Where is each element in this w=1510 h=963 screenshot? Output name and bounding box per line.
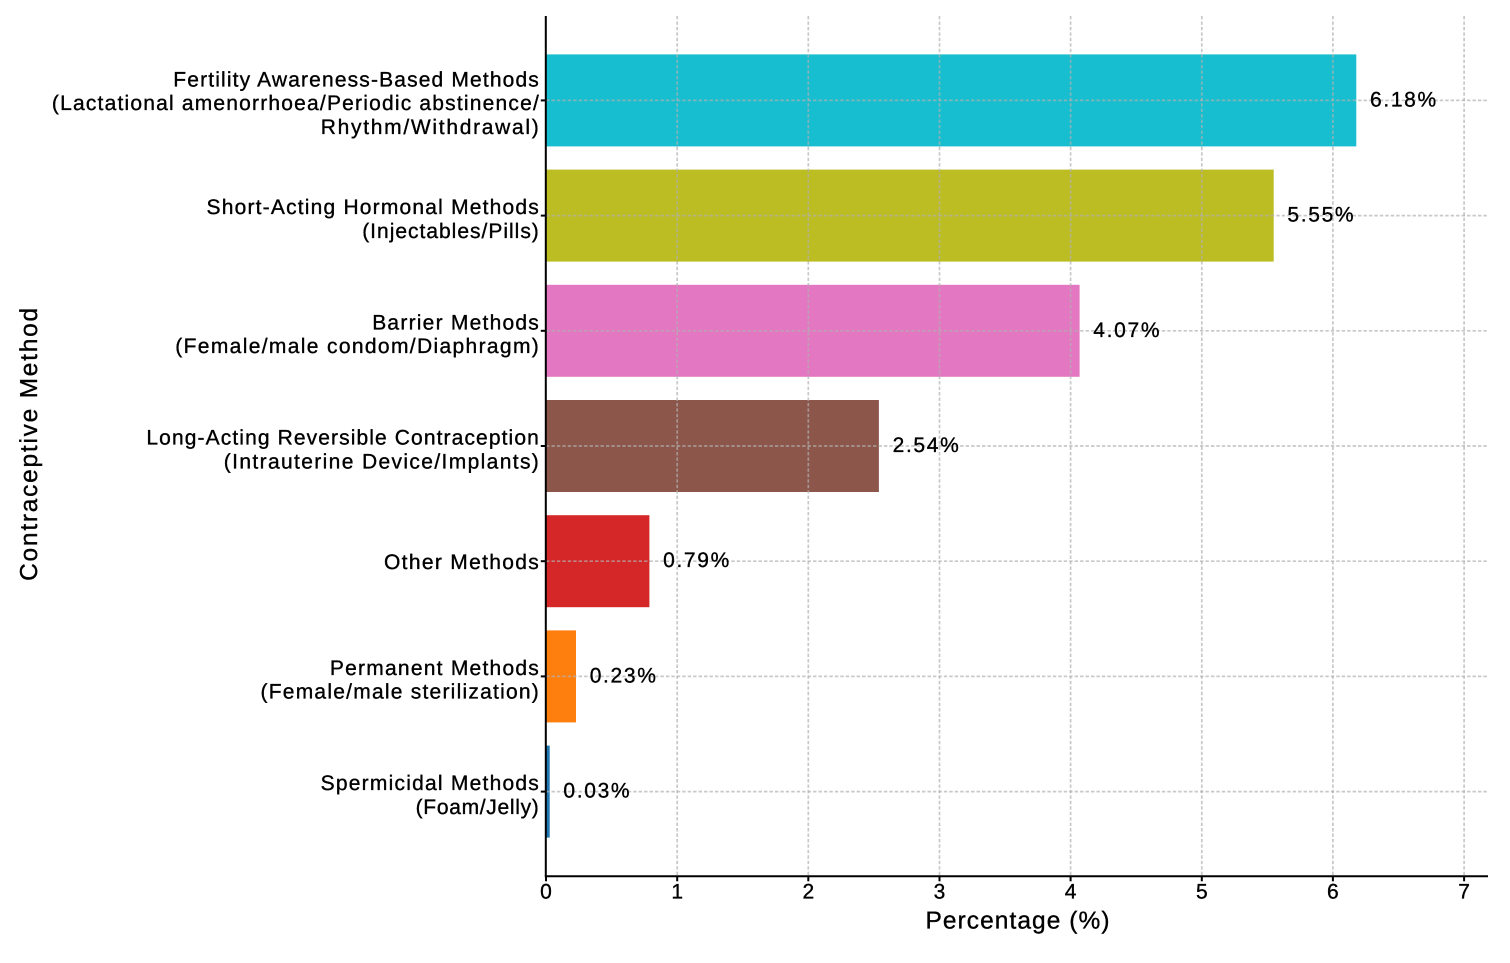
svg-text:Short-Acting Hormonal Methods: Short-Acting Hormonal Methods (207, 196, 539, 219)
svg-text:Other Methods: Other Methods (384, 551, 539, 574)
svg-text:Rhythm/Withdrawal): Rhythm/Withdrawal) (321, 116, 539, 139)
svg-text:3: 3 (934, 881, 946, 904)
svg-text:4: 4 (1065, 881, 1077, 904)
svg-text:Permanent Methods: Permanent Methods (330, 657, 539, 680)
svg-text:0: 0 (540, 881, 552, 904)
svg-text:Barrier Methods: Barrier Methods (372, 311, 539, 334)
svg-text:2: 2 (802, 881, 814, 904)
svg-text:Contraceptive Method: Contraceptive Method (16, 308, 43, 581)
svg-text:1: 1 (671, 881, 683, 904)
svg-text:(Female/male sterilization): (Female/male sterilization) (261, 681, 539, 704)
svg-text:Fertility Awareness-Based Meth: Fertility Awareness-Based Methods (173, 69, 539, 92)
svg-text:5: 5 (1196, 881, 1208, 904)
svg-text:(Female/male condom/Diaphragm): (Female/male condom/Diaphragm) (175, 335, 539, 358)
svg-text:(Foam/Jelly): (Foam/Jelly) (416, 796, 539, 819)
svg-text:7: 7 (1458, 881, 1470, 904)
svg-text:(Injectables/Pills): (Injectables/Pills) (362, 220, 539, 243)
svg-text:Long-Acting Reversible Contrac: Long-Acting Reversible Contraception (146, 427, 538, 450)
svg-text:2.54%: 2.54% (893, 434, 959, 457)
svg-text:Percentage (%): Percentage (%) (926, 907, 1110, 934)
svg-text:(Intrauterine Device/Implants): (Intrauterine Device/Implants) (224, 450, 539, 473)
svg-text:6: 6 (1327, 881, 1339, 904)
svg-text:(Lactational amenorrhoea/Perio: (Lactational amenorrhoea/Periodic abstin… (52, 92, 539, 115)
svg-text:Spermicidal Methods: Spermicidal Methods (321, 772, 539, 795)
